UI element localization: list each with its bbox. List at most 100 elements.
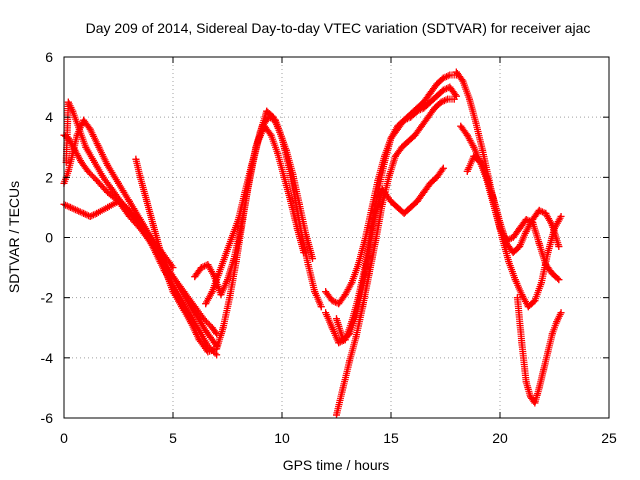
data-point (339, 336, 347, 344)
data-point (289, 170, 297, 178)
data-point (557, 309, 565, 317)
series-track-n (463, 152, 563, 284)
data-point (191, 309, 199, 317)
data-point (394, 203, 402, 211)
data-point (322, 288, 330, 296)
data-point (125, 197, 133, 205)
x-tick-label: 25 (601, 430, 617, 446)
data-point (202, 300, 210, 308)
data-point (437, 98, 445, 106)
data-point (524, 303, 532, 311)
data-point (470, 143, 478, 151)
data-point (516, 224, 524, 232)
data-point (548, 330, 556, 338)
data-point (374, 176, 382, 184)
data-point (237, 224, 245, 232)
data-point (341, 291, 349, 299)
data-point (287, 197, 295, 205)
data-point (86, 125, 94, 133)
x-tick-label: 0 (60, 430, 68, 446)
data-point (398, 143, 406, 151)
data-point (132, 155, 140, 163)
data-point (522, 227, 530, 235)
data-point (136, 173, 144, 181)
data-point (509, 249, 517, 257)
y-tick-label: -2 (41, 290, 54, 306)
data-point (104, 161, 112, 169)
y-tick-label: 0 (45, 230, 53, 246)
data-point (200, 315, 208, 323)
data-point (75, 125, 83, 133)
data-point (348, 279, 356, 287)
data-point (352, 312, 360, 320)
data-point (555, 276, 563, 284)
data-point (280, 173, 288, 181)
data-point (431, 104, 439, 112)
data-point (346, 357, 354, 365)
data-point (544, 348, 552, 356)
data-point (529, 218, 537, 226)
series-track-g (191, 107, 317, 299)
data-point (483, 176, 491, 184)
data-point (204, 348, 212, 356)
data-point (197, 264, 205, 272)
data-point (476, 158, 484, 166)
data-point (204, 261, 212, 269)
data-point (256, 128, 264, 136)
data-point (378, 185, 386, 193)
data-point (489, 200, 497, 208)
data-point (219, 324, 227, 332)
data-point (470, 152, 478, 160)
data-point (407, 203, 415, 211)
data-point (433, 173, 441, 181)
data-point (407, 110, 415, 118)
data-point (335, 339, 343, 347)
data-point (77, 158, 85, 166)
data-point (125, 206, 133, 214)
data-point (372, 209, 380, 217)
data-point (339, 384, 347, 392)
data-point (282, 146, 290, 154)
data-point (64, 98, 72, 106)
data-point (359, 282, 367, 290)
data-point (250, 155, 258, 163)
data-point (400, 209, 408, 217)
data-point (446, 83, 454, 91)
data-point (328, 297, 336, 305)
series-markers (322, 83, 460, 347)
data-point (143, 230, 151, 238)
data-point (80, 116, 88, 124)
data-point (95, 143, 103, 151)
data-point (420, 188, 428, 196)
data-point (387, 197, 395, 205)
data-point (354, 261, 362, 269)
data-point (463, 167, 471, 175)
data-point (439, 86, 447, 94)
data-point (463, 131, 471, 139)
data-point (424, 113, 432, 121)
data-point (215, 270, 223, 278)
data-point (391, 152, 399, 160)
data-point (104, 203, 112, 211)
data-point (328, 324, 336, 332)
data-point (117, 197, 125, 205)
data-point (540, 366, 548, 374)
data-point (516, 243, 524, 251)
data-point (295, 200, 303, 208)
data-point (208, 288, 216, 296)
data-point (531, 399, 539, 407)
data-point (452, 68, 460, 76)
data-point (367, 206, 375, 214)
data-point (400, 116, 408, 124)
data-point (346, 330, 354, 338)
x-tick-label: 10 (274, 430, 290, 446)
series-track-o (513, 294, 565, 407)
data-point (309, 255, 317, 263)
data-point (115, 179, 122, 187)
data-point (73, 206, 81, 214)
x-axis-label: GPS time / hours (283, 457, 390, 473)
data-point (511, 276, 519, 284)
chart-title: Day 209 of 2014, Sidereal Day-to-day VTE… (86, 20, 591, 36)
data-point (186, 318, 194, 326)
data-point (361, 237, 369, 245)
